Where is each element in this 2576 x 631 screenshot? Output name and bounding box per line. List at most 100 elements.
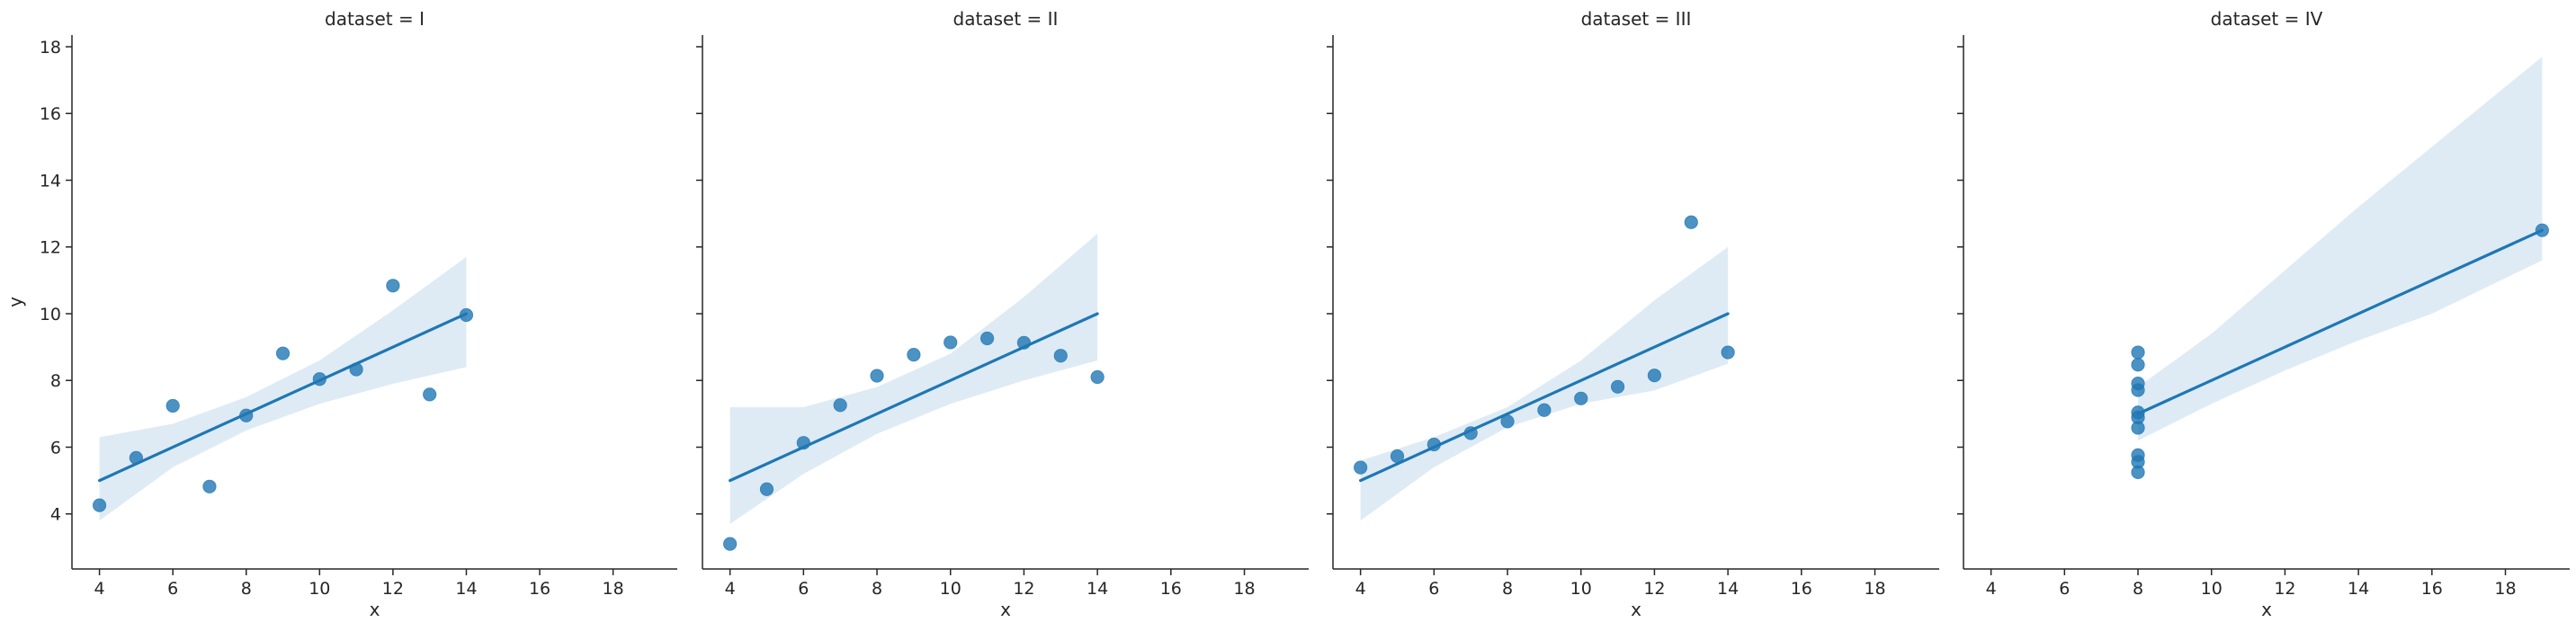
data-point	[944, 335, 958, 350]
x-tick-label: 14	[455, 579, 477, 599]
data-point	[2535, 223, 2549, 237]
regression-line	[1359, 312, 1730, 483]
data-point	[423, 387, 437, 402]
facet-panel-1: 4 6 8 10 12 14 16 18 4 6 8 10 12 14 16 18 dataset = I x y	[4, 8, 677, 620]
x-tick-label: 12	[382, 579, 404, 599]
data-point	[349, 362, 363, 377]
x-tick-label: 4	[1986, 579, 1997, 599]
panel-title: dataset = I	[325, 8, 425, 30]
x-tick-label: 10	[1570, 579, 1592, 599]
regression-line	[97, 312, 469, 483]
x-tick-label: 6	[2059, 579, 2070, 599]
confidence-band	[99, 256, 467, 521]
data-point	[1610, 379, 1625, 394]
x-tick-label: 4	[1355, 579, 1366, 599]
y-tick-label: 18	[40, 38, 61, 58]
x-tick-label: 6	[1428, 579, 1439, 599]
y-tick-label: 6	[50, 438, 61, 458]
x-tick-label: 8	[872, 579, 882, 599]
data-point	[1090, 369, 1105, 385]
panel-title: dataset = II	[953, 8, 1059, 30]
data-point	[459, 307, 474, 323]
data-point	[759, 482, 774, 496]
x-tick-label: 16	[1160, 579, 1182, 599]
data-point	[2131, 455, 2145, 469]
facet-panel-4: 4 6 8 10 12 14 16 18 dataset = IV x	[1957, 8, 2570, 620]
y-tick-label: 16	[40, 104, 61, 124]
x-tick-label: 14	[2348, 579, 2369, 599]
x-tick-label: 14	[1717, 579, 1739, 599]
panel-title: dataset = III	[1581, 8, 1692, 30]
x-tick-label: 6	[798, 579, 809, 599]
x-tick-label: 10	[2201, 579, 2223, 599]
x-tick-label: 18	[2494, 579, 2516, 599]
y-tick-label: 8	[50, 371, 61, 391]
data-point	[1537, 403, 1552, 417]
x-tick-label: 6	[167, 579, 178, 599]
x-tick-label: 8	[1502, 579, 1513, 599]
data-point	[1463, 426, 1478, 440]
data-point	[1500, 414, 1515, 429]
y-tick-label: 4	[50, 505, 61, 525]
y-tick-label: 10	[40, 305, 61, 324]
x-tick-label: 18	[1864, 579, 1885, 599]
data-point	[1721, 345, 1735, 360]
x-tick-label: 8	[2133, 579, 2143, 599]
x-tick-label: 10	[309, 579, 330, 599]
data-point	[202, 479, 217, 493]
x-tick-label: 4	[725, 579, 736, 599]
data-point	[129, 450, 143, 465]
data-point	[1647, 369, 1662, 383]
x-tick-label: 12	[1643, 579, 1665, 599]
data-point	[2131, 358, 2145, 372]
data-point	[92, 498, 107, 512]
x-tick-label: 8	[241, 579, 252, 599]
x-axis-label: x	[1631, 599, 1641, 620]
x-tick-label: 18	[1233, 579, 1255, 599]
data-point	[833, 398, 847, 413]
panel-title: dataset = IV	[2211, 8, 2323, 30]
facet-panel-2: 4 6 8 10 12 14 16 18 dataset = II x	[696, 8, 1309, 620]
x-axis-label: x	[370, 599, 380, 620]
data-point	[2131, 410, 2145, 425]
data-point	[723, 537, 738, 551]
x-tick-label: 16	[1791, 579, 1812, 599]
y-axis-label: y	[4, 297, 26, 307]
x-tick-label: 12	[2274, 579, 2295, 599]
x-tick-label: 14	[1087, 579, 1108, 599]
data-point	[2131, 376, 2145, 391]
x-tick-label: 4	[94, 579, 105, 599]
y-tick-label: 14	[40, 171, 61, 191]
data-point	[870, 369, 884, 383]
x-tick-label: 10	[940, 579, 962, 599]
data-point	[275, 346, 291, 360]
data-point	[979, 331, 995, 346]
data-point	[796, 436, 810, 450]
regression-line	[729, 312, 1099, 483]
x-axis-label: x	[1000, 599, 1011, 620]
data-point	[1684, 215, 1698, 229]
x-tick-label: 16	[529, 579, 550, 599]
confidence-band	[2138, 57, 2543, 441]
data-point	[1390, 449, 1405, 464]
confidence-band	[729, 233, 1098, 524]
facet-panel-3: 4 6 8 10 12 14 16 18 dataset = III x	[1327, 8, 1939, 620]
data-point	[2131, 345, 2145, 360]
confidence-band	[1360, 246, 1729, 521]
x-axis-label: x	[2261, 599, 2272, 620]
data-point	[907, 348, 921, 362]
data-point	[1574, 391, 1588, 405]
x-tick-label: 12	[1013, 579, 1034, 599]
data-point	[386, 279, 400, 293]
data-point	[165, 398, 180, 413]
data-point	[239, 408, 254, 422]
x-tick-label: 18	[603, 579, 624, 599]
data-point	[1427, 437, 1441, 452]
y-tick-label: 12	[40, 238, 61, 258]
data-point	[1016, 335, 1032, 350]
regression-line	[2136, 228, 2544, 415]
x-tick-label: 16	[2421, 579, 2443, 599]
data-point	[312, 372, 326, 387]
data-point	[1053, 349, 1068, 363]
